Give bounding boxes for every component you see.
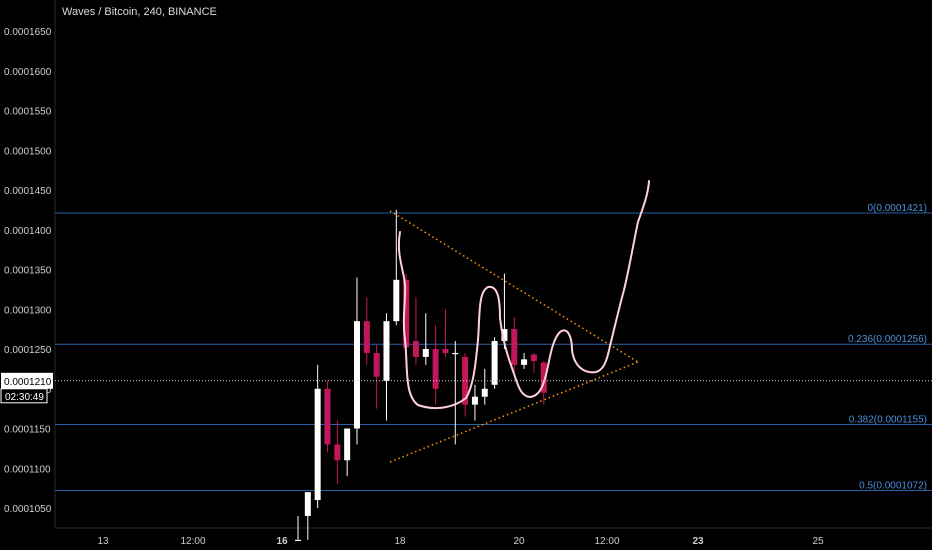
candle-body	[442, 349, 449, 353]
candle-body	[383, 321, 390, 381]
candle-body	[334, 444, 341, 461]
candle-body	[462, 356, 469, 405]
candles	[295, 209, 547, 541]
candle-body	[373, 352, 380, 377]
candle-body	[530, 354, 537, 361]
chart-title: Waves / Bitcoin, 240, BINANCE	[62, 6, 217, 18]
triangle-upper-line	[389, 210, 639, 363]
y-tick-label: 0.0001550	[4, 107, 52, 118]
candle-body	[511, 329, 518, 365]
triangle-pattern	[389, 210, 639, 463]
x-tick-labels: 13 12:00 16 18 20 12:00 23 25	[97, 536, 824, 547]
y-tick-label: 0.0001500	[4, 146, 52, 157]
x-tick-label: 25	[812, 536, 824, 547]
y-tick-labels: 0.0001650 0.0001600 0.0001550 0.0001500 0.00…	[4, 27, 52, 515]
candle-body	[481, 388, 488, 397]
candle-body	[452, 352, 459, 355]
candle-body	[304, 492, 311, 516]
y-tick-label: 0.0001600	[4, 67, 52, 78]
x-tick-label: 12:00	[180, 536, 205, 547]
fib-level-label: 0.236(0.0001256)	[848, 334, 927, 345]
triangle-lower-line	[389, 361, 639, 463]
candle-body	[353, 321, 360, 429]
candle-body	[324, 388, 331, 445]
fib-level-label: 0.5(0.0001072)	[859, 481, 927, 492]
fib-level-label: 0.382(0.0001155)	[849, 415, 927, 426]
current-price-badge: 0.0001210 02:30:49	[0, 372, 53, 404]
candle-body	[432, 349, 439, 389]
candle-body	[314, 388, 321, 501]
candle-body	[403, 279, 410, 348]
x-tick-label: 18	[394, 536, 406, 547]
candle-body	[344, 428, 351, 461]
y-tick-label: 0.0001350	[4, 266, 52, 277]
y-tick-label: 0.0001400	[4, 226, 52, 237]
x-tick-label: 13	[97, 536, 109, 547]
candle-body	[422, 349, 429, 357]
candle-body	[412, 341, 419, 357]
y-tick-label: 0.0001450	[4, 186, 52, 197]
candle-body	[471, 396, 478, 405]
y-tick-label: 0.0001650	[4, 27, 52, 38]
y-tick-label: 0.0001100	[4, 464, 51, 475]
x-tick-label: 20	[513, 536, 525, 547]
current-price-label: 0.0001210	[4, 377, 52, 388]
y-tick-label: 0.0001150	[4, 425, 51, 436]
y-tick-label: 0.0001300	[4, 305, 52, 316]
projection-curve	[397, 180, 650, 409]
candle-body	[521, 359, 528, 365]
candle-body	[393, 279, 400, 322]
candle-body	[540, 362, 547, 393]
countdown-box	[0, 388, 48, 404]
x-tick-label: 23	[692, 536, 704, 547]
fib-level-label: 0(0.0001421)	[868, 203, 928, 214]
candle-body	[491, 341, 498, 385]
candle-body	[295, 539, 301, 541]
candle-body	[363, 321, 370, 353]
current-price-box	[1, 372, 53, 389]
y-tick-label: 0.0001050	[4, 504, 52, 515]
fib-levels: 0(0.0001421) 0.236(0.0001256) 0.382(0.0001…	[55, 203, 932, 492]
countdown-label: 02:30:49	[5, 392, 44, 403]
x-tick-label: 16	[276, 536, 288, 547]
x-tick-label: 12:00	[594, 536, 619, 547]
candle-body	[501, 329, 508, 342]
y-tick-label: 0.0001250	[4, 345, 52, 356]
